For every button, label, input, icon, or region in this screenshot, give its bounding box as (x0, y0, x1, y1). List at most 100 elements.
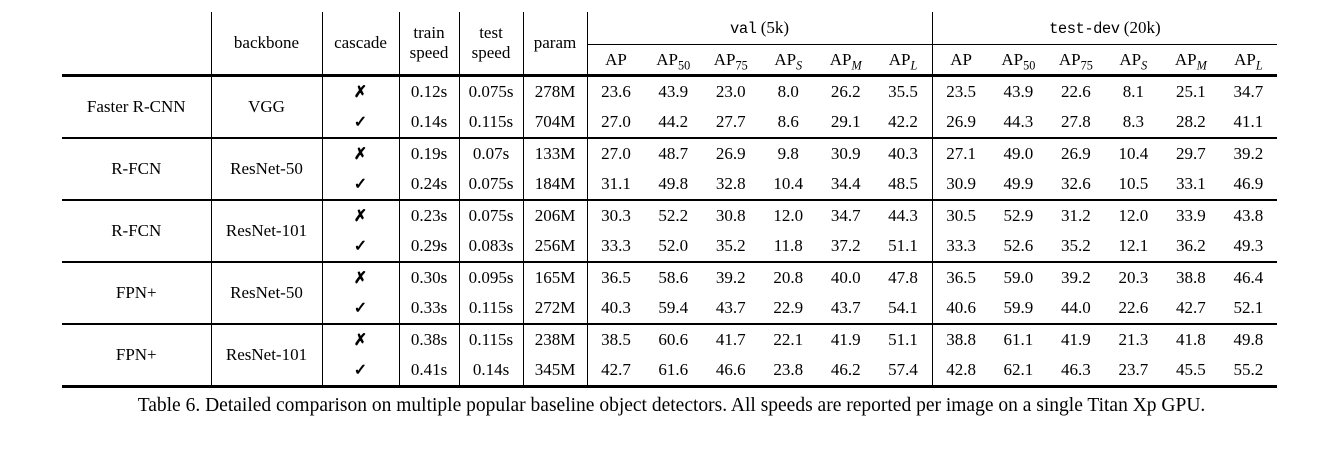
val-ap-cell: 33.3 (601, 236, 631, 255)
val-ap-cell: 61.6 (658, 360, 689, 379)
testdev-ap-cell: 20.3 (1104, 261, 1163, 293)
val-ap-cell: 32.8 (715, 174, 746, 193)
col-header-backbone: backbone (211, 12, 323, 77)
train-speed-cell: 0.12s (399, 74, 460, 107)
param-cell: 256M (523, 231, 588, 262)
val-label: val (730, 20, 757, 38)
cascade-yes-mark: ✓ (322, 107, 400, 138)
testdev-ap-cell: 46.4 (1219, 261, 1278, 293)
model-cell: Faster R-CNN (62, 74, 212, 138)
test-speed-cell: 0.115s (459, 107, 524, 138)
testdev-ap-cell: 39.2 (1047, 261, 1105, 293)
metric-header-ap75: AP75 (702, 44, 760, 77)
val-ap-cell: 37.2 (830, 236, 861, 255)
test-speed-line1: test (479, 23, 503, 43)
test-speed-cell: 0.115s (459, 293, 524, 324)
col-header-param: param (523, 12, 588, 77)
val-ap-cell: 59.4 (658, 298, 689, 317)
val-ap-cell: 34.4 (830, 174, 861, 193)
metric-header-apl: APL (874, 44, 933, 77)
metric-header-ap: AP (932, 44, 990, 77)
val-ap-cell: 23.8 (773, 360, 804, 379)
testdev-ap-cell: 39.2 (1219, 137, 1278, 169)
val-ap-cell: 27.0 (601, 112, 631, 131)
test-speed-line2: speed (471, 43, 511, 62)
param-cell: 184M (523, 169, 588, 200)
testdev-ap-cell: 49.9 (1003, 174, 1034, 193)
table-row: FPN+ ResNet-101 ✗ 0.38s 0.115s 238M 38.5 60.6 41… (62, 323, 1278, 387)
val-ap-cell: 57.4 (874, 355, 933, 387)
cascade-no-mark: ✗ (322, 137, 400, 169)
val-ap-cell: 29.1 (830, 112, 861, 131)
table-body: Faster R-CNN VGG ✗ 0.12s 0.075s 278M 23.6 43.9 2… (62, 74, 1278, 387)
param-cell: 133M (523, 137, 588, 169)
header-row-groups: backbone cascade train speed test speed pa… (62, 12, 1278, 77)
group-header-testdev: test-dev (20k) (932, 12, 1278, 45)
testdev-ap-cell: 8.1 (1104, 74, 1163, 107)
val-ap-cell: 43.7 (715, 298, 746, 317)
param-cell: 272M (523, 293, 588, 324)
train-speed-cell: 0.38s (399, 323, 460, 355)
testdev-ap-cell: 27.8 (1060, 112, 1091, 131)
testdev-ap-cell: 45.5 (1175, 360, 1206, 379)
val-ap-cell: 42.7 (601, 360, 631, 379)
val-ap-cell: 30.3 (587, 199, 645, 231)
testdev-ap-cell: 38.8 (932, 323, 990, 355)
testdev-ap-cell: 44.0 (1060, 298, 1091, 317)
test-speed-cell: 0.075s (459, 74, 524, 107)
table-row: FPN+ ResNet-50 ✗ 0.30s 0.095s 165M 36.5 58.6 39.… (62, 261, 1278, 324)
val-ap-cell: 41.9 (817, 323, 875, 355)
metric-header-apl: APL (1219, 44, 1278, 77)
param-cell: 278M (523, 74, 588, 107)
train-speed-cell: 0.29s (399, 231, 460, 262)
val-ap-cell: 40.0 (817, 261, 875, 293)
testdev-ap-cell: 28.2 (1175, 112, 1206, 131)
testdev-ap-cell: 30.5 (932, 199, 990, 231)
testdev-ap-cell: 8.3 (1122, 112, 1144, 131)
testdev-ap-cell: 36.2 (1175, 236, 1206, 255)
table-row: ✓ 0.29s 0.083s 256M 33.3 52.0 35.2 11.8 37.2 51.1… (62, 231, 1277, 262)
model-cell: FPN+ (62, 323, 212, 387)
val-ap-cell: 42.2 (874, 107, 933, 138)
table-caption: Table 6. Detailed comparison on multiple… (137, 395, 1206, 416)
testdev-ap-cell: 10.5 (1118, 174, 1149, 193)
testdev-ap-cell: 12.0 (1104, 199, 1163, 231)
param-cell: 704M (523, 107, 588, 138)
testdev-ap-cell: 32.6 (1060, 174, 1091, 193)
train-speed-line1: train (413, 23, 445, 43)
testdev-ap-cell: 12.1 (1118, 236, 1149, 255)
test-speed-cell: 0.14s (459, 355, 524, 387)
val-ap-cell: 10.4 (773, 174, 804, 193)
cascade-no-mark: ✗ (322, 74, 400, 107)
testdev-ap-cell: 59.0 (989, 261, 1048, 293)
val-ap-cell: 54.1 (874, 293, 933, 324)
testdev-ap-cell: 26.9 (1047, 137, 1105, 169)
testdev-ap-cell: 41.8 (1162, 323, 1220, 355)
backbone-cell: VGG (211, 74, 323, 138)
testdev-label: test-dev (1049, 20, 1120, 38)
train-speed-cell: 0.30s (399, 261, 460, 293)
testdev-ap-cell: 55.2 (1233, 360, 1264, 379)
val-ap-cell: 36.5 (587, 261, 645, 293)
val-ap-cell: 30.8 (702, 199, 760, 231)
testdev-ap-cell: 42.7 (1175, 298, 1206, 317)
test-speed-cell: 0.07s (459, 137, 524, 169)
table-row: R-FCN ResNet-50 ✗ 0.19s 0.07s 133M 27.0 48.7 26.… (62, 137, 1278, 200)
metric-header-ap50: AP50 (644, 44, 702, 77)
val-ap-cell: 22.1 (759, 323, 817, 355)
testdev-ap-cell: 30.9 (946, 174, 976, 193)
model-cell: R-FCN (62, 137, 212, 200)
val-ap-cell: 43.9 (644, 74, 702, 107)
param-cell: 345M (523, 355, 588, 387)
header-row-metrics: AP AP50 AP75 APS APM APL AP AP50 AP75 APS APM APL (62, 44, 1278, 77)
metric-header-apm: APM (817, 44, 875, 77)
cascade-no-mark: ✗ (322, 261, 400, 293)
testdev-ap-cell: 40.6 (946, 298, 976, 317)
testdev-ap-cell: 22.6 (1047, 74, 1105, 107)
testdev-ap-cell: 41.1 (1233, 112, 1264, 131)
metric-header-apm: APM (1162, 44, 1220, 77)
param-cell: 165M (523, 261, 588, 293)
testdev-ap-cell: 10.4 (1104, 137, 1163, 169)
test-speed-cell: 0.075s (459, 169, 524, 200)
testdev-ap-cell: 27.1 (932, 137, 990, 169)
